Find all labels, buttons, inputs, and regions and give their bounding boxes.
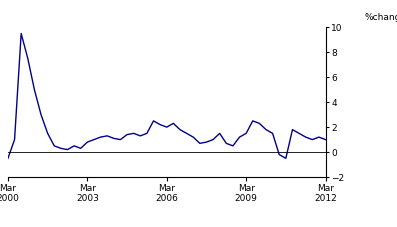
- Text: %change: %change: [364, 13, 397, 22]
